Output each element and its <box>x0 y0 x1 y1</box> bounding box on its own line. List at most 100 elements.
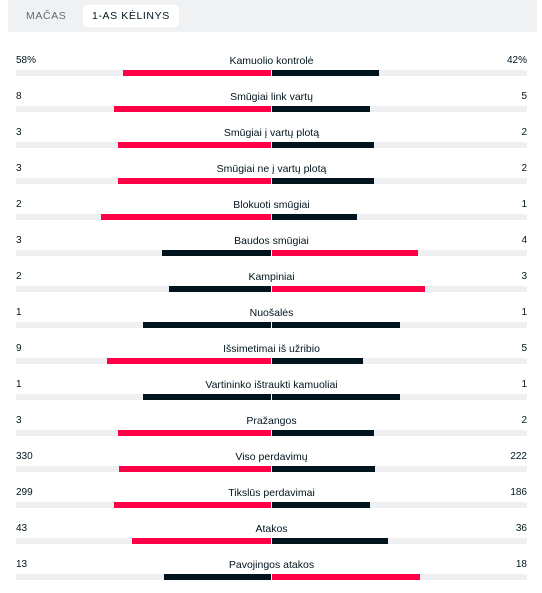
stat-category: Pražangos <box>246 415 297 427</box>
home-bar-track <box>16 574 271 580</box>
home-bar-fill <box>169 286 271 292</box>
home-value: 330 <box>16 451 33 462</box>
away-bar-track <box>272 214 527 220</box>
away-bar-track <box>272 538 527 544</box>
home-value: 1 <box>16 307 22 318</box>
home-bar-track <box>16 394 271 400</box>
tab-first-half[interactable]: 1-AS KĖLINYS <box>83 5 179 27</box>
stat-row: 330 Viso perdavimų 222 <box>16 449 527 485</box>
home-bar-track <box>16 286 271 292</box>
home-bar-fill <box>132 538 271 544</box>
tab-match[interactable]: MAČAS <box>26 10 67 22</box>
home-bar-track <box>16 538 271 544</box>
period-tabs: MAČAS 1-AS KĖLINYS <box>8 0 537 32</box>
home-bar-track <box>16 70 271 76</box>
home-value: 3 <box>16 127 22 138</box>
away-value: 3 <box>521 271 527 282</box>
home-value: 58% <box>16 55 37 66</box>
away-value: 1 <box>521 199 527 210</box>
stat-category: Pavojingos atakos <box>228 559 315 571</box>
away-bar-track <box>272 70 527 76</box>
away-bar-track <box>272 106 527 112</box>
home-bar-fill <box>114 106 271 112</box>
home-value: 43 <box>16 523 28 534</box>
away-bar-track <box>272 178 527 184</box>
home-bar-fill <box>107 358 271 364</box>
away-bar-track <box>272 286 527 292</box>
away-value: 5 <box>521 91 527 102</box>
home-bar-fill <box>164 574 271 580</box>
match-stats-list: 58% Kamuolio kontrolė 42% 8 Smūgiai link var… <box>16 53 527 593</box>
stat-category: Smūgiai link vartų <box>230 91 313 103</box>
away-bar-track <box>272 250 527 256</box>
stat-category: Nuošalės <box>249 307 294 319</box>
away-bar-fill <box>272 286 425 292</box>
stat-row: 58% Kamuolio kontrolė 42% <box>16 53 527 89</box>
stat-row: 3 Pražangos 2 <box>16 413 527 449</box>
home-bar-track <box>16 358 271 364</box>
away-bar-fill <box>272 430 374 436</box>
away-bar-fill <box>272 250 418 256</box>
home-value: 2 <box>16 199 22 210</box>
stat-row: 3 Smūgiai ne į vartų plotą 2 <box>16 161 527 197</box>
home-bar-track <box>16 322 271 328</box>
home-bar-track <box>16 178 271 184</box>
away-bar-fill <box>272 178 374 184</box>
stat-row: 1 Vartininko ištraukti kamuoliai 1 <box>16 377 527 413</box>
stat-row: 8 Smūgiai link vartų 5 <box>16 89 527 125</box>
away-bar-track <box>272 502 527 508</box>
away-bar-track <box>272 394 527 400</box>
away-value: 2 <box>521 163 527 174</box>
away-value: 18 <box>515 559 527 570</box>
away-bar-fill <box>272 394 400 400</box>
stat-category: Vartininko ištraukti kamuoliai <box>205 379 338 391</box>
home-bar-fill <box>123 70 271 76</box>
home-bar-fill <box>143 394 271 400</box>
away-value: 2 <box>521 127 527 138</box>
home-bar-track <box>16 142 271 148</box>
home-bar-fill <box>101 214 271 220</box>
stat-category: Išsimetimai iš užribio <box>223 343 320 355</box>
away-value: 186 <box>510 487 527 498</box>
away-bar-fill <box>272 142 374 148</box>
stat-category: Tikslūs perdavimai <box>228 487 315 499</box>
home-value: 1 <box>16 379 22 390</box>
away-value: 36 <box>515 523 527 534</box>
away-bar-fill <box>272 322 400 328</box>
stat-row: 1 Nuošalės 1 <box>16 305 527 341</box>
away-bar-track <box>272 142 527 148</box>
away-value: 5 <box>521 343 527 354</box>
away-bar-fill <box>272 466 375 472</box>
away-bar-fill <box>272 70 379 76</box>
away-value: 4 <box>521 235 527 246</box>
home-bar-fill <box>162 250 271 256</box>
home-bar-fill <box>114 502 271 508</box>
away-bar-fill <box>272 502 370 508</box>
home-bar-track <box>16 106 271 112</box>
home-value: 3 <box>16 415 22 426</box>
home-bar-track <box>16 214 271 220</box>
away-bar-track <box>272 322 527 328</box>
stat-row: 299 Tikslūs perdavimai 186 <box>16 485 527 521</box>
away-bar-track <box>272 358 527 364</box>
away-bar-fill <box>272 358 363 364</box>
stat-row: 9 Išsimetimai iš užribio 5 <box>16 341 527 377</box>
home-value: 8 <box>16 91 22 102</box>
home-bar-track <box>16 466 271 472</box>
away-value: 42% <box>506 55 527 66</box>
home-value: 3 <box>16 163 22 174</box>
away-value: 1 <box>521 379 527 390</box>
home-bar-track <box>16 430 271 436</box>
stat-category: Smūgiai į vartų plotą <box>223 127 320 139</box>
away-bar-track <box>272 466 527 472</box>
stat-category: Kampiniai <box>248 271 295 283</box>
home-value: 2 <box>16 271 22 282</box>
stat-category: Smūgiai ne į vartų plotą <box>216 163 327 175</box>
away-bar-fill <box>272 538 388 544</box>
home-value: 299 <box>16 487 33 498</box>
home-bar-fill <box>118 178 271 184</box>
away-bar-fill <box>272 214 357 220</box>
away-bar-track <box>272 574 527 580</box>
away-bar-track <box>272 430 527 436</box>
stat-category: Viso perdavimų <box>235 451 308 463</box>
